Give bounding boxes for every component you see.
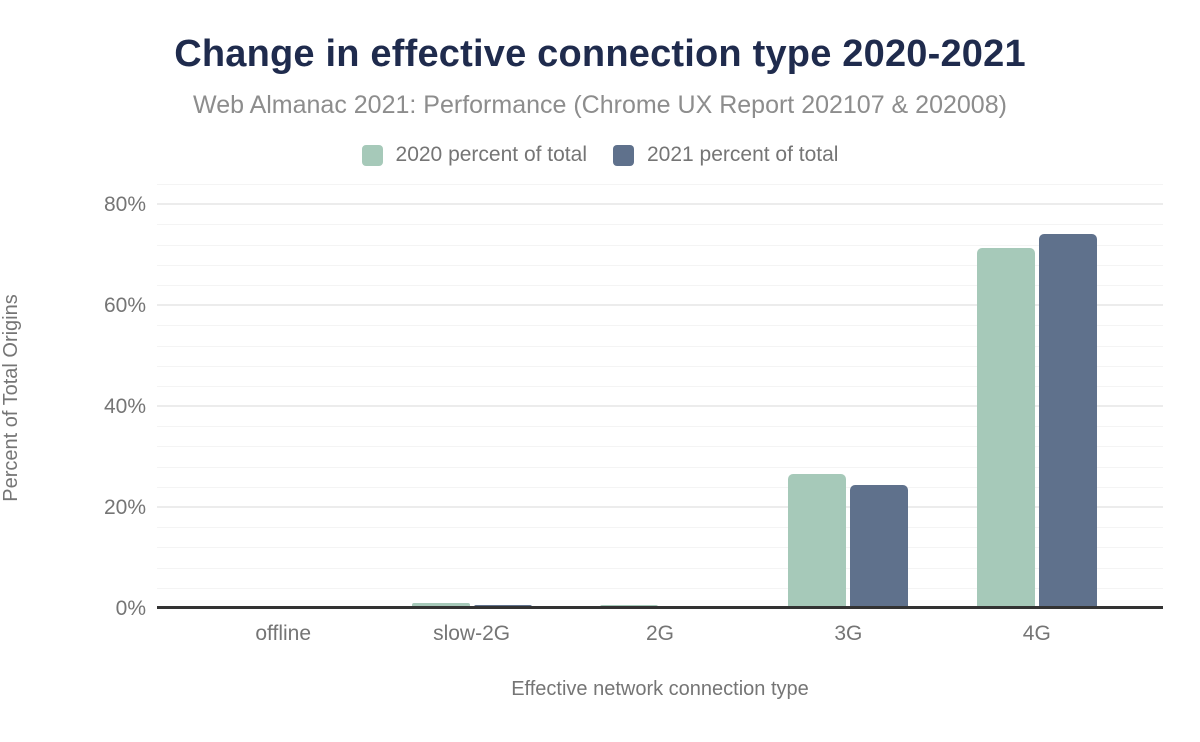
minor-gridline xyxy=(157,184,1163,185)
x-tick-label-offline: offline xyxy=(255,622,312,645)
minor-gridline xyxy=(157,264,1163,266)
chart-title: Change in effective connection type 2020… xyxy=(174,33,1026,75)
y-axis-title: Percent of Total Origins xyxy=(0,294,22,502)
minor-gridline xyxy=(157,446,1163,448)
y-tick-label: 40% xyxy=(103,395,146,419)
x-axis-line xyxy=(157,606,1163,609)
major-gridline xyxy=(157,203,1163,206)
bar-3G-2021[interactable] xyxy=(850,485,909,608)
minor-gridline xyxy=(157,224,1163,226)
legend-label: 2021 percent of total xyxy=(647,143,839,166)
minor-gridline xyxy=(157,527,1163,529)
legend-swatch xyxy=(361,144,383,166)
bar-3G-2020[interactable] xyxy=(788,474,847,608)
x-tick-label-2G: 2G xyxy=(645,622,674,645)
x-tick-label-slow-2G: slow-2G xyxy=(433,622,511,645)
x-tick-label-4G: 4G xyxy=(1022,622,1051,645)
legend-label: 2020 percent of total xyxy=(395,143,587,166)
minor-gridline xyxy=(157,567,1163,569)
minor-gridline xyxy=(157,284,1163,286)
minor-gridline xyxy=(157,587,1163,589)
minor-gridline xyxy=(157,345,1163,347)
bar-4G-2021[interactable] xyxy=(1038,234,1097,608)
major-gridline xyxy=(157,506,1163,509)
x-axis-title: Effective network connection type xyxy=(511,678,809,700)
minor-gridline xyxy=(157,325,1163,327)
minor-gridline xyxy=(157,365,1163,367)
legend-item-2021: 2021 percent of total xyxy=(613,143,838,167)
y-tick-label: 60% xyxy=(103,294,146,318)
chart-subtitle: Web Almanac 2021: Performance (Chrome UX… xyxy=(193,91,1007,119)
minor-gridline xyxy=(157,547,1163,549)
minor-gridline xyxy=(157,486,1163,488)
x-tick-label-3G: 3G xyxy=(834,622,863,645)
minor-gridline xyxy=(157,426,1163,428)
minor-gridline xyxy=(157,385,1163,387)
y-tick-label: 0% xyxy=(115,597,146,620)
y-tick-label: 20% xyxy=(103,496,146,520)
minor-gridline xyxy=(157,244,1163,246)
y-tick-label: 80% xyxy=(103,193,146,217)
chart-legend: 2020 percent of total 2021 percent of tot… xyxy=(0,143,1200,167)
plot-area: 0% 20% 40% 60% 80% offline slow-2G 2G 3G 4G xyxy=(104,184,1163,645)
major-gridline xyxy=(157,405,1163,408)
legend-item-2020: 2020 percent of total xyxy=(361,143,587,167)
legend-swatch xyxy=(613,144,634,166)
bar-4G-2020[interactable] xyxy=(976,248,1035,608)
bar-slow-2G-2020[interactable] xyxy=(411,603,470,608)
major-gridline xyxy=(157,304,1163,307)
minor-gridline xyxy=(157,466,1163,468)
